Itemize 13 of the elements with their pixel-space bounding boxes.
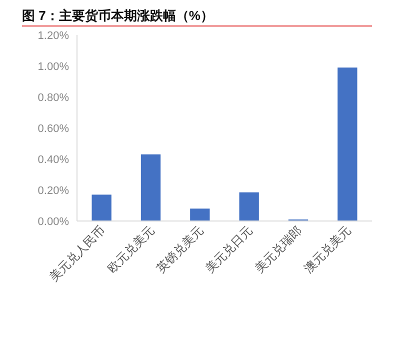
y-tick-label: 0.60% xyxy=(38,123,70,135)
bar xyxy=(140,154,161,221)
y-tick-label: 0.80% xyxy=(38,92,70,104)
chart-title: 图 7：主要货币本期涨跌幅（%） xyxy=(22,8,214,23)
y-tick-label: 0.40% xyxy=(38,154,70,166)
y-tick-label: 1.20% xyxy=(38,30,70,42)
y-tick-label: 1.00% xyxy=(38,61,70,73)
bar xyxy=(190,208,210,221)
y-tick-label: 0.20% xyxy=(38,185,70,197)
bar xyxy=(239,192,259,221)
bar xyxy=(338,68,358,221)
bar xyxy=(92,194,112,221)
y-tick-label: 0.00% xyxy=(38,216,70,228)
